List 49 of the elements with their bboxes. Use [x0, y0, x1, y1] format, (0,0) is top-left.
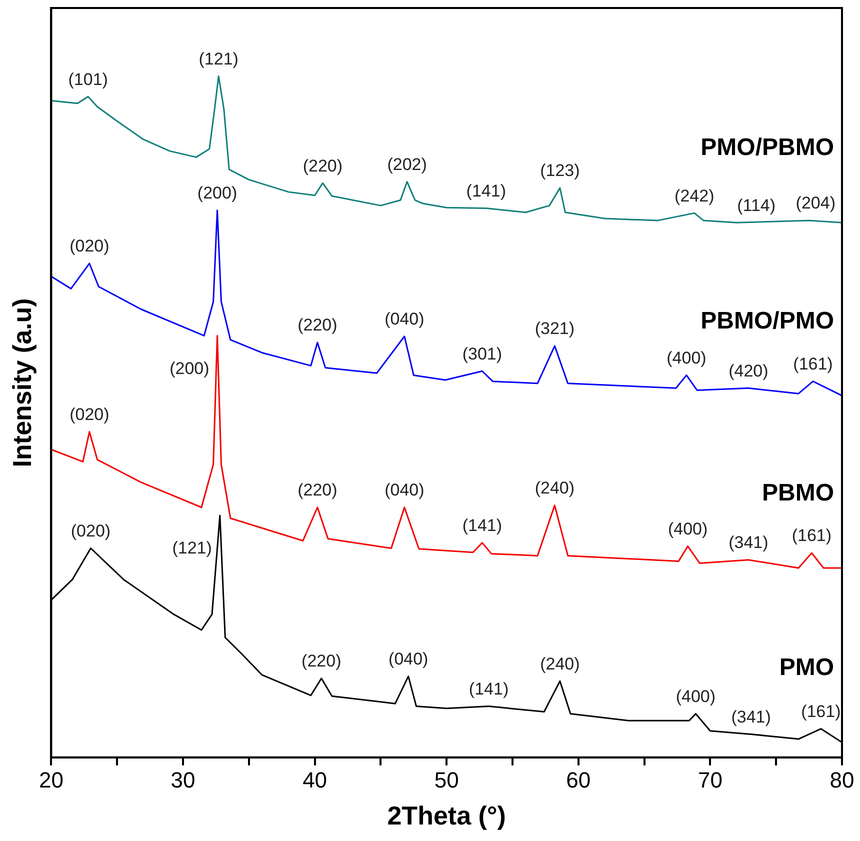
annotation: (161)	[792, 526, 832, 546]
annotation: (400)	[668, 519, 708, 538]
annotation: (141)	[468, 679, 509, 698]
annotation: (040)	[384, 480, 424, 500]
annotation: (114)	[737, 196, 776, 215]
annotation: (123)	[540, 161, 580, 180]
x-tick-label: 50	[434, 768, 459, 793]
annotation: (220)	[302, 652, 342, 671]
series-label: PBMO/PMO	[700, 307, 834, 334]
annotation: (200)	[170, 358, 210, 378]
text: PMO	[779, 654, 834, 682]
annotation: (202)	[387, 154, 427, 174]
annotation: (020)	[70, 521, 111, 540]
annotation: (220)	[298, 316, 338, 335]
annotation: (101)	[68, 70, 108, 89]
annotation: (121)	[198, 49, 238, 68]
x-tick-label: 30	[170, 768, 196, 793]
annotation: (321)	[534, 319, 575, 338]
annotation: (040)	[388, 650, 428, 669]
x-tick-label: 40	[302, 768, 328, 793]
annotation: (121)	[172, 538, 212, 558]
annotation: (141)	[466, 181, 506, 200]
annotation: (040)	[384, 310, 424, 329]
annotation: (341)	[728, 533, 768, 552]
annotation: (341)	[731, 707, 771, 726]
x-tick-label: 60	[566, 768, 591, 793]
annotation: (240)	[534, 478, 575, 498]
annotation: (020)	[70, 404, 110, 424]
annotation: (242)	[674, 186, 714, 206]
x-tick-label: 80	[830, 768, 854, 793]
annotation: (220)	[302, 156, 343, 176]
annotation: (400)	[676, 686, 716, 706]
annotation: (161)	[793, 354, 833, 374]
annotation: (420)	[728, 361, 768, 380]
x-tick-label: 70	[698, 768, 722, 793]
x-axis-title: 2Theta (°)	[387, 800, 506, 831]
annotation: (204)	[796, 194, 836, 213]
text: PMO/PBMO	[700, 134, 834, 162]
annotation: (020)	[70, 236, 110, 256]
x-tick-label: 20	[38, 768, 64, 793]
annotation: (141)	[462, 516, 502, 535]
annotation: (240)	[540, 654, 580, 674]
text: PBMO	[762, 480, 834, 507]
annotation: (220)	[298, 480, 338, 500]
y-axis-title: Intensity (a.u)	[6, 298, 37, 468]
annotation: (200)	[197, 184, 238, 203]
annotation: (161)	[801, 702, 841, 721]
annotation: (301)	[462, 344, 502, 364]
annotation: (400)	[666, 348, 706, 368]
